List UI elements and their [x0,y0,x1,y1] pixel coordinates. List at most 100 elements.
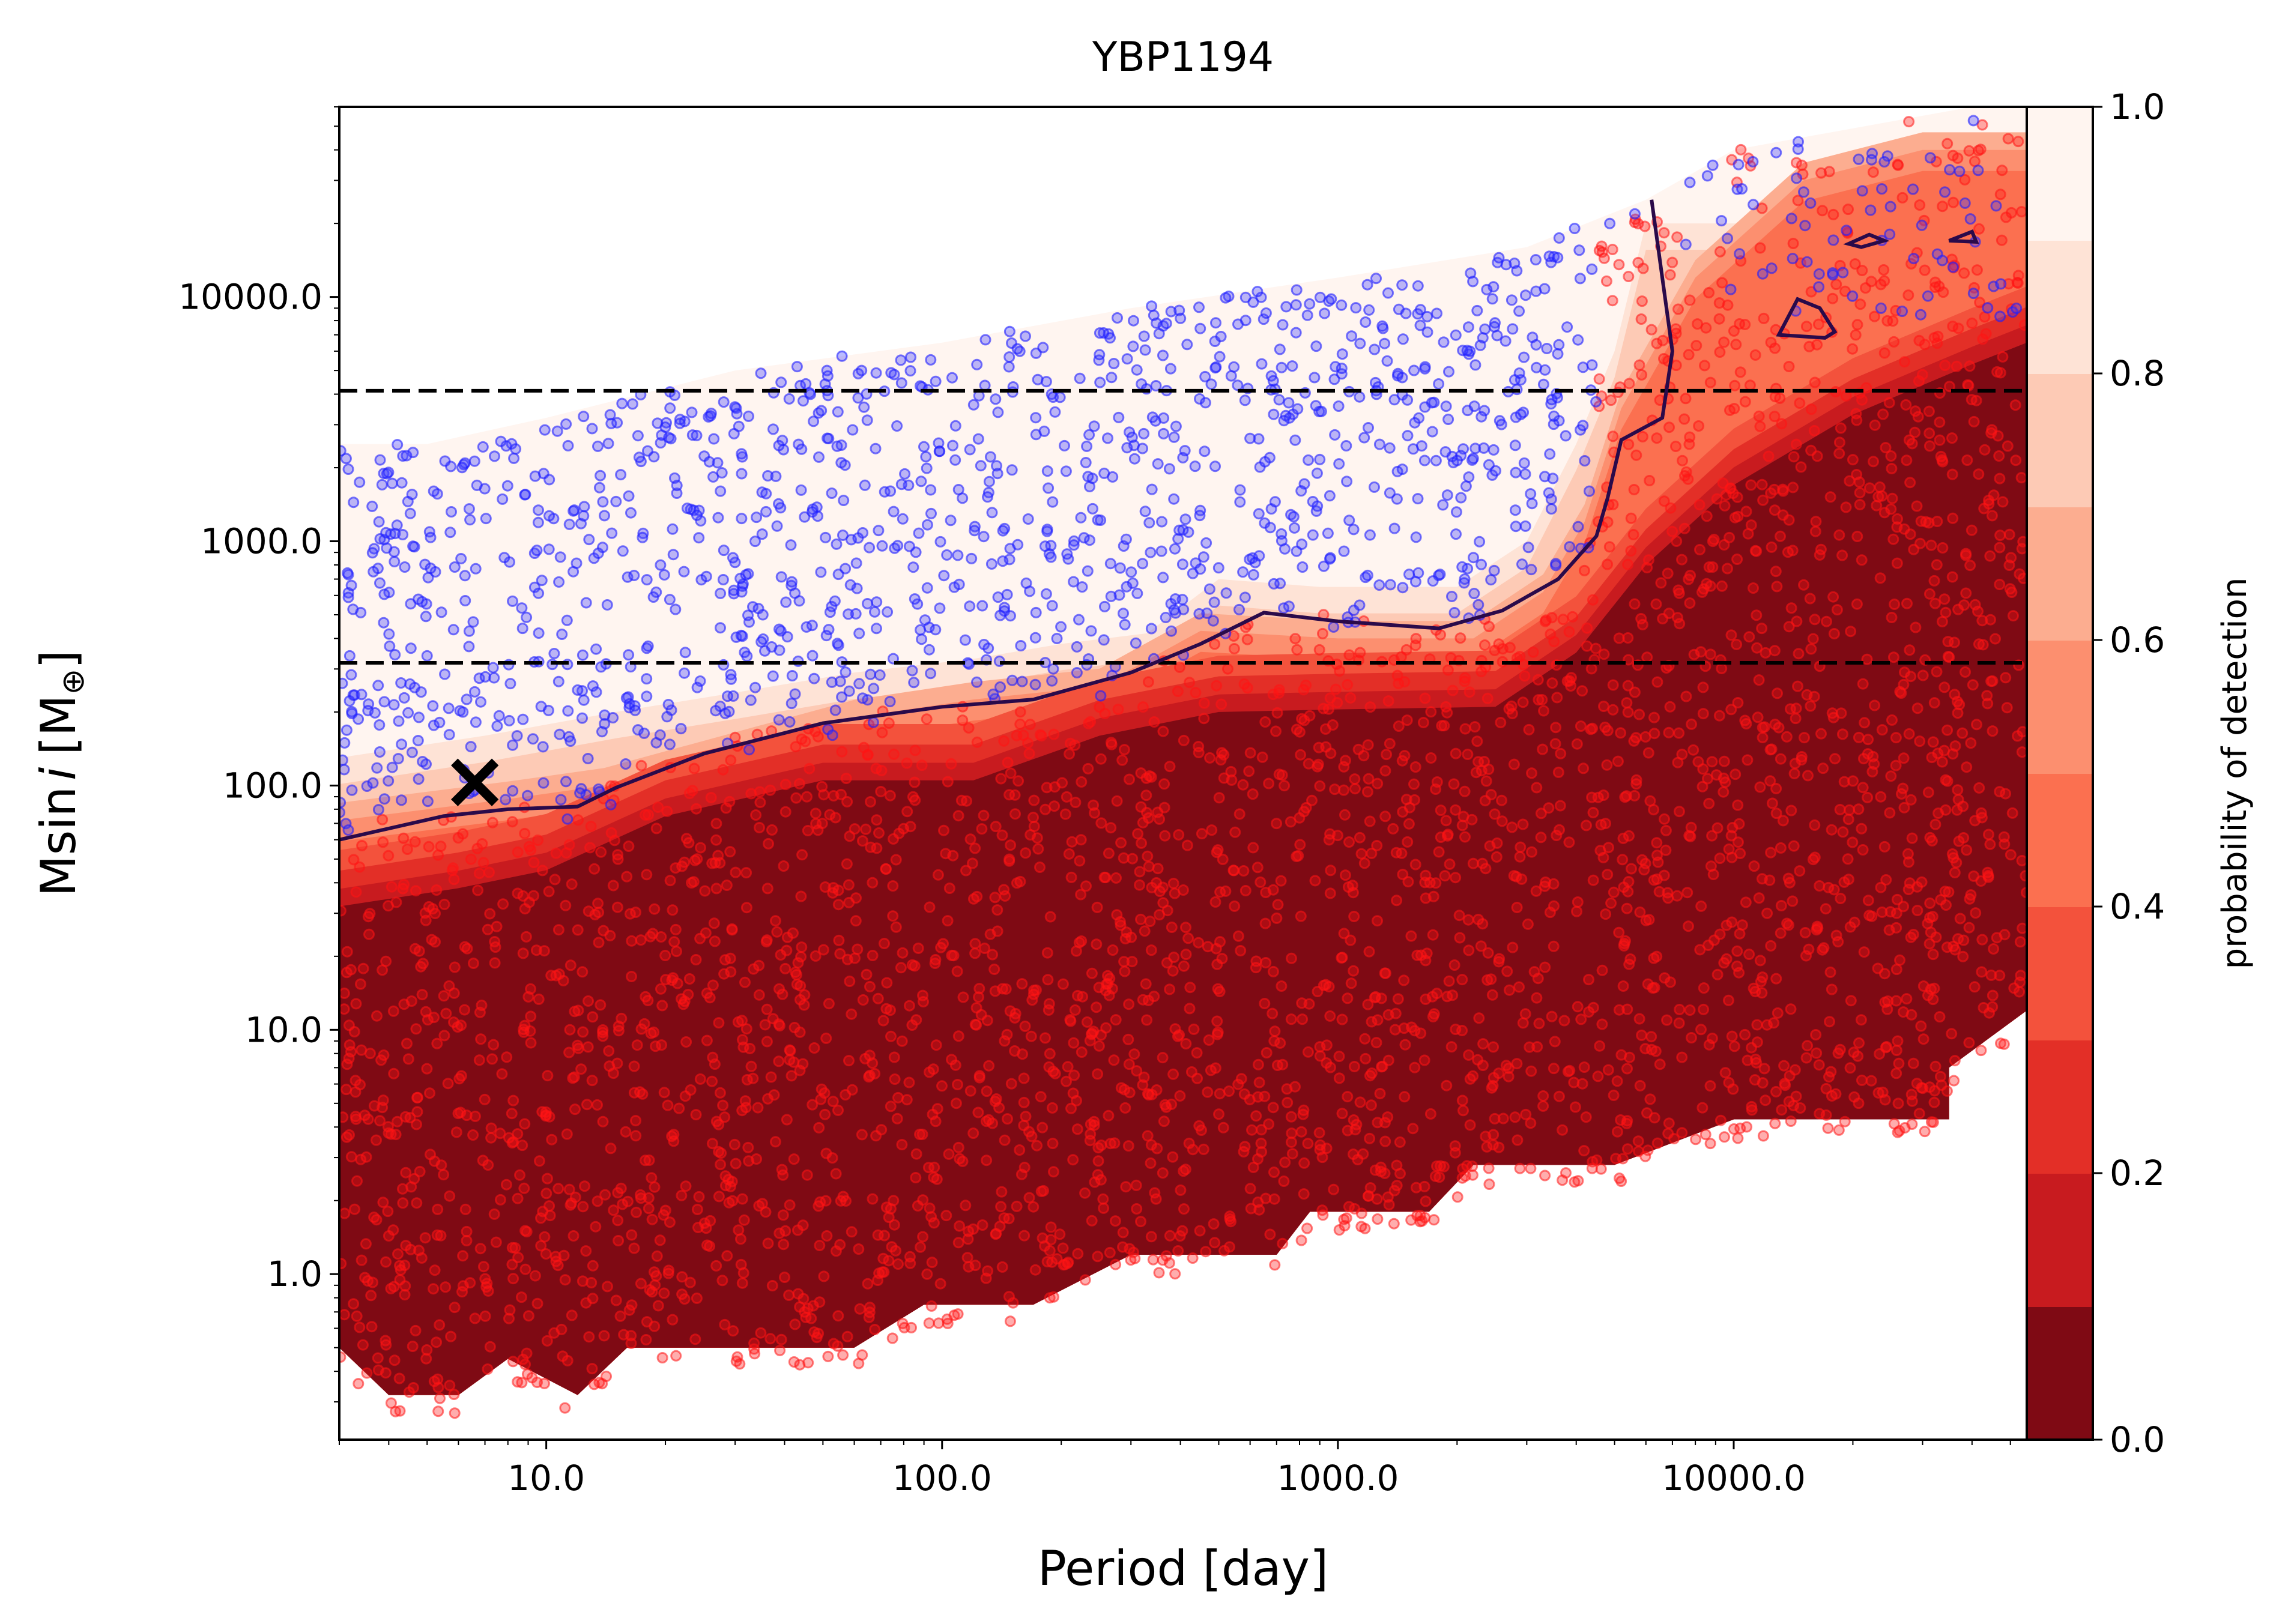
scatter-point-red [411,1091,423,1103]
scatter-point-blue [574,787,586,799]
scatter-point-blue [1277,319,1289,331]
scatter-point-red [1607,430,1619,442]
scatter-point-red [1508,758,1520,770]
scatter-point-red [1291,644,1303,656]
scatter-point-red [1316,1152,1328,1164]
scatter-point-red [550,970,562,982]
scatter-point-red [1725,629,1737,641]
scatter-point-red [1247,1161,1259,1173]
scatter-point-red [1535,832,1547,844]
scatter-point-blue [465,741,477,753]
scatter-point-red [1983,494,1994,506]
scatter-point-red [1276,769,1288,781]
scatter-point-red [862,1278,874,1290]
scatter-point-blue [463,641,475,653]
scatter-point-red [1732,836,1744,848]
scatter-point-red [773,1055,785,1067]
scatter-point-blue [1446,591,1457,602]
scatter-point-blue [1469,442,1481,454]
scatter-point-red [1461,1160,1473,1172]
scatter-point-blue [1379,337,1391,349]
scatter-point-red [1511,902,1523,913]
scatter-point-blue [1324,490,1336,502]
scatter-point-blue [1169,543,1181,555]
scatter-point-red [670,923,682,935]
scatter-point-blue [1177,524,1189,536]
scatter-point-blue [952,484,964,495]
scatter-point-red [1752,711,1764,723]
scatter-point-blue [1296,539,1308,550]
scatter-point-red [1489,808,1501,820]
scatter-point-red [1986,510,1998,522]
scatter-point-blue [480,513,492,525]
scatter-point-blue [1220,292,1232,304]
scatter-point-red [1441,707,1453,719]
scatter-point-red [1532,973,1544,985]
scatter-point-red [1250,1110,1262,1122]
scatter-point-red [1382,695,1394,707]
scatter-point-blue [1234,496,1246,508]
scatter-point-red [425,1149,436,1161]
scatter-point-red [365,1290,377,1302]
scatter-point-red [1410,1182,1422,1194]
scatter-point-red [1768,483,1780,495]
scatter-point-red [464,1277,476,1289]
scatter-point-red [401,844,413,855]
scatter-point-blue [642,445,653,457]
scatter-point-blue [507,739,519,751]
scatter-point-red [1034,729,1046,741]
scatter-point-blue [1813,281,1825,293]
scatter-point-red [1336,952,1348,964]
x-tick-label: 100.0 [892,1458,992,1499]
scatter-point-red [865,841,877,853]
scatter-point-blue [1552,252,1564,264]
scatter-point-red [1756,478,1768,491]
scatter-point-blue [789,688,801,700]
scatter-point-red [1130,1179,1142,1191]
scatter-point-blue [1256,358,1268,370]
scatter-point-red [1279,1156,1291,1168]
scatter-point-red [1145,944,1157,956]
scatter-point-red [392,1115,403,1127]
scatter-point-red [1601,759,1613,771]
scatter-point-red [1987,989,1999,1001]
scatter-point-blue [578,510,590,522]
scatter-point-blue [392,439,404,451]
scatter-point-red [781,931,793,943]
scatter-point-red [1206,824,1218,836]
scatter-point-red [409,943,421,955]
scatter-point-red [1371,840,1383,851]
scatter-point-blue [354,476,366,488]
scatter-point-blue [570,557,583,569]
scatter-point-blue [1259,456,1271,468]
scatter-point-blue [374,719,386,731]
scatter-point-red [1035,1091,1047,1103]
scatter-point-blue [791,361,803,373]
scatter-point-red [1878,347,1890,359]
scatter-point-red [1683,920,1694,932]
scatter-point-red [592,898,604,910]
scatter-point-red [1124,773,1135,785]
scatter-point-red [1399,1039,1411,1051]
scatter-point-red [790,741,802,753]
scatter-point-red [960,1200,972,1212]
scatter-point-red [1775,927,1787,939]
scatter-point-red [1673,1017,1685,1029]
scatter-point-blue [508,452,520,464]
scatter-point-red [1651,337,1663,349]
scatter-point-red [1948,852,1960,864]
scatter-point-red [1037,1121,1049,1133]
scatter-point-blue [728,584,740,596]
scatter-point-red [779,806,791,818]
scatter-point-red [976,1219,988,1231]
scatter-point-red [1637,262,1649,274]
scatter-point-red [1217,1121,1229,1133]
scatter-point-red [1905,1088,1917,1100]
scatter-point-red [1723,1076,1735,1088]
scatter-point-red [999,1134,1011,1146]
scatter-point-red [1790,702,1802,714]
scatter-point-blue [675,723,687,735]
scatter-point-red [597,1115,609,1127]
scatter-point-blue [1253,508,1265,520]
scatter-point-red [1578,1145,1590,1157]
